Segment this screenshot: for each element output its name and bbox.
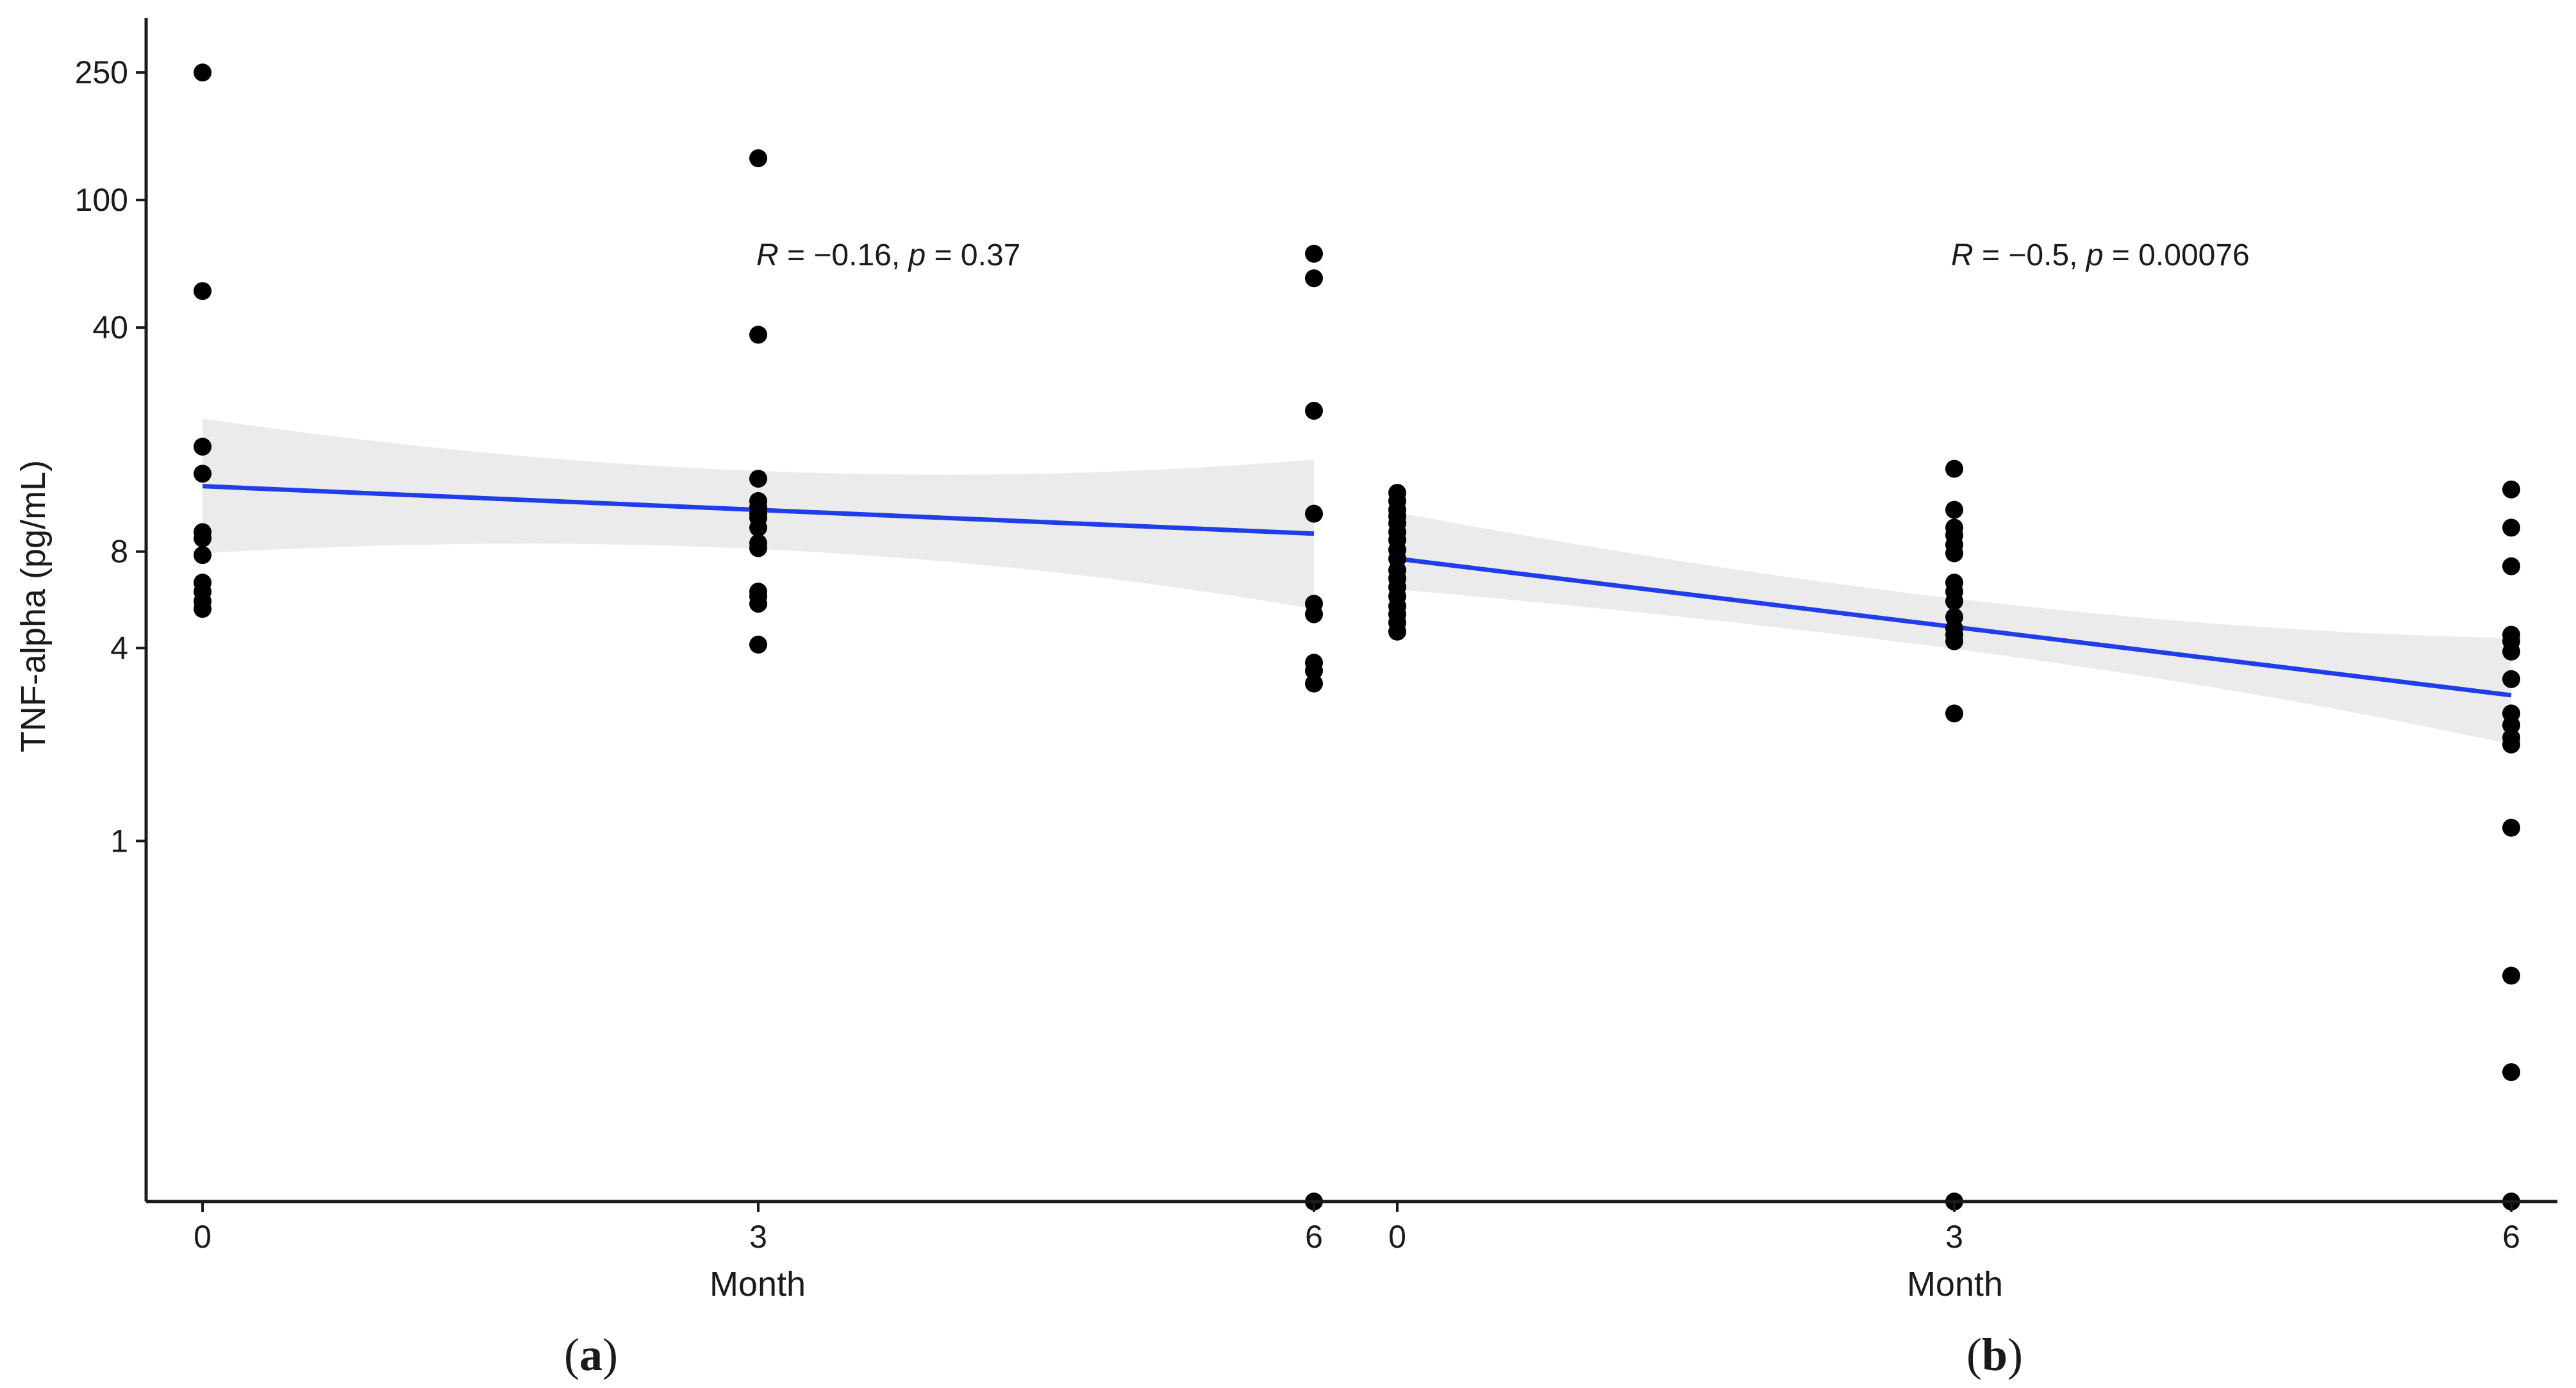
data-points — [194, 63, 2520, 1210]
panel-a-data-point — [749, 326, 767, 344]
x-axis-ticks: 0 3 6 0 3 6 — [194, 1202, 2520, 1255]
panel-a-x-tick-label: 0 — [194, 1219, 212, 1255]
panel-a-r-value: = −0.16, — [779, 238, 909, 272]
y-axis-ticks: 1 4 8 40 100 250 — [75, 54, 146, 859]
panel-b-r-value: = −0.5, — [1974, 238, 2086, 272]
panel-b-x-tick-label: 6 — [2502, 1219, 2520, 1255]
panel-b-data-point — [2502, 557, 2520, 575]
panel-a-data-point — [1305, 269, 1323, 288]
panel-b-data-point — [1945, 632, 1963, 650]
panel-a-data-point — [194, 438, 212, 456]
panel-a-data-point — [1305, 244, 1323, 263]
y-tick-label: 250 — [75, 54, 128, 90]
panel-a-data-point — [194, 600, 212, 618]
panel-a-data-point — [1305, 504, 1323, 523]
panel-a-data-point — [194, 529, 212, 548]
panel-b-data-point — [2502, 642, 2520, 661]
panel-a-x-tick-label: 6 — [1305, 1219, 1323, 1255]
panel-b-data-point — [1945, 704, 1963, 723]
y-axis-title: TNF-alpha (pg/mL) — [14, 460, 53, 752]
panel-a-data-point — [749, 470, 767, 488]
panel-b-x-tick-label: 3 — [1945, 1219, 1963, 1255]
y-tick-label: 4 — [110, 630, 128, 666]
panel-b-data-point — [2502, 735, 2520, 754]
panel-b-data-point — [2502, 518, 2520, 537]
panel-a-data-point — [749, 635, 767, 654]
panel-b-p-symbol: p — [2085, 238, 2104, 272]
y-tick-label: 40 — [92, 310, 128, 345]
panel-b-p-value: = 0.00076 — [2104, 238, 2250, 272]
panel-a-correlation-annotation: R = −0.16, p = 0.37 — [756, 238, 1020, 272]
panel-a-data-point — [194, 465, 212, 483]
y-tick-label: 1 — [110, 823, 128, 859]
panel-b-data-point — [1388, 622, 1406, 641]
panel-a-data-point — [749, 539, 767, 558]
panel-a-data-point — [1305, 605, 1323, 624]
confidence-bands — [203, 418, 2511, 745]
panel-a-x-tick-label: 3 — [749, 1219, 767, 1255]
panel-b-r-symbol: R — [1951, 238, 1974, 272]
panel-b-x-axis-title: Month — [1907, 1265, 2003, 1303]
panel-a-data-point — [1305, 402, 1323, 420]
panel-a-label: (a) — [564, 1329, 618, 1380]
panel-a-p-value: = 0.37 — [926, 238, 1020, 272]
panel-b-x-tick-label: 0 — [1388, 1219, 1406, 1255]
panel-b-data-point — [2502, 1063, 2520, 1082]
panel-b-correlation-annotation: R = −0.5, p = 0.00076 — [1951, 238, 2250, 272]
panel-b-data-point — [2502, 716, 2520, 734]
panel-b-data-point — [1945, 592, 1963, 611]
panel-a-data-point — [194, 546, 212, 565]
panel-a-data-point — [194, 282, 212, 301]
panel-a-data-point — [749, 595, 767, 613]
panel-b-data-point — [2502, 818, 2520, 837]
panel-b-data-point — [2502, 670, 2520, 688]
panel-b-data-point — [1945, 500, 1963, 519]
panel-b-data-point — [1945, 544, 1963, 563]
panel-a-r-symbol: R — [756, 238, 779, 272]
panel-b-label: (b) — [1966, 1329, 2023, 1380]
y-tick-label: 100 — [75, 182, 128, 218]
panel-a-p-symbol: p — [908, 238, 926, 272]
panel-a-data-point — [749, 149, 767, 167]
panel-a-data-point — [1305, 674, 1323, 693]
panel-a-x-axis-title: Month — [710, 1265, 806, 1303]
panel-b-data-point — [2502, 966, 2520, 985]
y-tick-label: 8 — [110, 534, 128, 570]
panel-a-data-point — [1305, 661, 1323, 680]
panel-b-data-point — [1945, 459, 1963, 478]
panel-a-data-point — [194, 63, 212, 82]
panel-b-data-point — [2502, 480, 2520, 499]
panel-a-data-point — [749, 518, 767, 537]
